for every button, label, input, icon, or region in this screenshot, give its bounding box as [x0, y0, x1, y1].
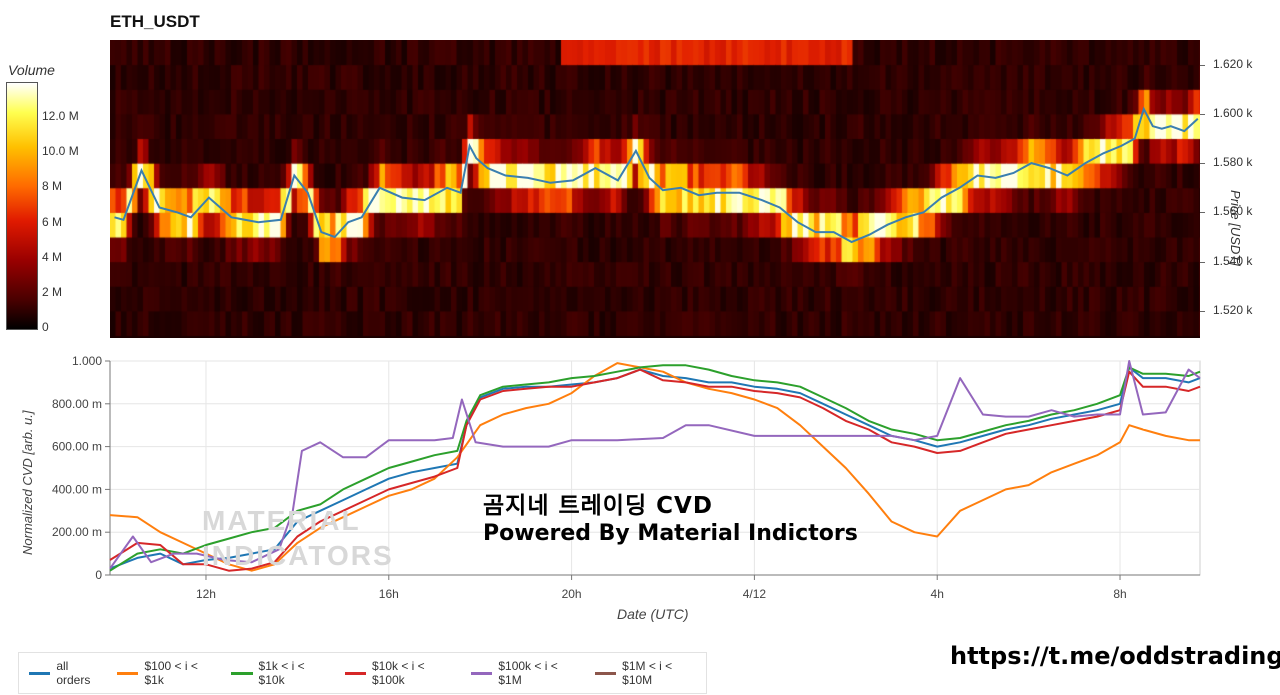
cvd-series-line-all-orders — [109, 366, 1201, 570]
legend-swatch — [231, 671, 253, 675]
plot-area — [109, 360, 1201, 576]
cvd-chart[interactable]: 1.000 800.00 m 600.00 m 400.00 m 200.00 m 0 12… — [0, 350, 1280, 600]
x-tick-label: 8h — [1113, 587, 1126, 600]
volume-heatmap[interactable] — [110, 40, 1200, 338]
price-tick-label: 1.580 k — [1213, 155, 1253, 170]
watermark-text-2: INDICATORS — [202, 540, 394, 571]
price-line — [114, 106, 1199, 244]
legend-swatch — [117, 671, 139, 675]
volume-colorbar — [6, 82, 38, 330]
legend-swatch — [344, 671, 366, 675]
legend-label: $10k < i < $100k — [371, 659, 425, 687]
y-tick-label: 800.00 m — [52, 397, 102, 411]
colorbar-tick-label: 0 — [42, 320, 49, 334]
price-tick-label: 1.540 k — [1213, 253, 1253, 268]
colorbar-tick-label: 8 M — [42, 179, 63, 194]
colorbar-title: Volume — [8, 62, 55, 78]
x-tick-label: 16h — [379, 587, 399, 600]
x-tick-label: 4h — [931, 587, 944, 600]
cvd-series-line-s100k-1m — [109, 360, 1201, 570]
price-tick-label: 1.520 k — [1213, 302, 1253, 317]
chart-title: ETH_USDT — [110, 12, 200, 31]
price-tick-mark — [1200, 64, 1205, 66]
cvd-series-line-s10k-100k — [109, 368, 1201, 572]
colorbar-tick-label: 12.0 M — [42, 109, 79, 124]
legend-label: all orders — [56, 659, 91, 687]
price-tick-label: 1.600 k — [1213, 105, 1253, 120]
legend-label: $100k < i < $1M — [498, 659, 558, 687]
legend-item[interactable]: $1k < i < $10k — [231, 659, 331, 687]
y-tick-label: 600.00 m — [52, 440, 102, 454]
legend-swatch — [29, 671, 51, 675]
price-tick-label: 1.560 k — [1213, 204, 1253, 219]
colorbar-tick-label: 6 M — [42, 214, 63, 229]
colorbar-tick-label: 2 M — [42, 284, 63, 299]
cvd-series-line-s1k-10k — [109, 364, 1201, 572]
cvd-y-axis-title: Normalized CVD [arb. u.] — [20, 410, 35, 556]
legend-swatch — [471, 671, 493, 675]
price-tick-label: 1.620 k — [1213, 56, 1253, 71]
overlay-title: 곰지네 트레이딩 CVD — [483, 493, 713, 519]
legend-label: $100 < i < $1k — [144, 659, 198, 687]
legend-swatch — [594, 671, 617, 675]
y-tick-label: 200.00 m — [52, 525, 102, 539]
price-tick-mark — [1200, 163, 1205, 165]
y-tick-label: 1.000 — [72, 354, 102, 368]
colorbar-tick-label: 10.0 M — [42, 144, 79, 159]
price-tick-mark — [1200, 212, 1205, 214]
cvd-x-axis-title: Date (UTC) — [617, 606, 689, 622]
overlay-subtitle: Powered By Material Indictors — [483, 521, 858, 546]
legend-item[interactable]: $100 < i < $1k — [117, 659, 218, 687]
legend-item[interactable]: $10k < i < $100k — [344, 659, 458, 687]
price-tick-mark — [1200, 310, 1205, 312]
y-tick-label: 400.00 m — [52, 482, 102, 496]
legend-item[interactable]: $1M < i < $10M — [594, 659, 703, 687]
cvd-series-line-s100-1k — [109, 362, 1200, 572]
chart-legend: all orders $100 < i < $1k $1k < i < $10k $1… — [18, 652, 707, 694]
legend-label: $1M < i < $10M — [622, 659, 673, 687]
price-axis-title: Price [USDT] — [1228, 190, 1243, 266]
legend-item[interactable]: all orders — [29, 659, 104, 687]
heatmap-canvas — [110, 40, 1200, 338]
price-line-svg — [114, 106, 1199, 244]
price-tick-mark — [1200, 261, 1205, 263]
legend-label: $1k < i < $10k — [258, 659, 305, 687]
legend-item[interactable]: $100k < i < $1M — [471, 659, 582, 687]
telegram-link[interactable]: https://t.me/oddstrading2 — [950, 642, 1280, 670]
watermark-text-1: MATERIAL — [202, 505, 361, 536]
x-tick-label: 20h — [562, 587, 582, 600]
colorbar-tick-label: 4 M — [42, 249, 63, 264]
y-tick-label: 0 — [95, 568, 102, 582]
x-tick-label: 12h — [196, 587, 216, 600]
x-tick-label: 4/12 — [743, 587, 767, 600]
price-tick-mark — [1200, 113, 1205, 115]
